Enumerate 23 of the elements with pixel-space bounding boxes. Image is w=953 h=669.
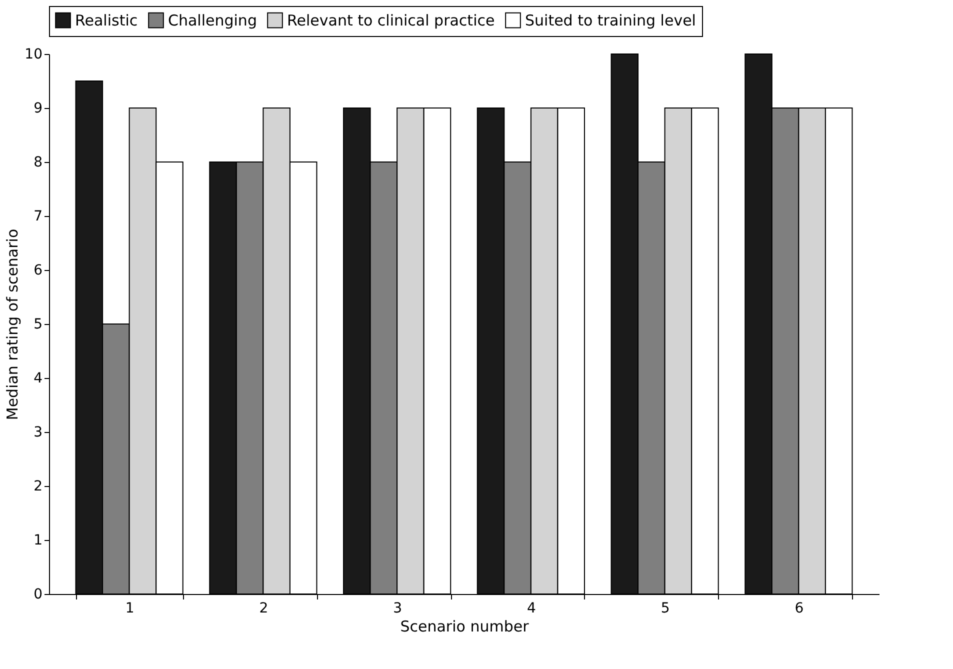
y-tick-label: 0 <box>34 586 42 602</box>
y-tick-label: 1 <box>34 532 42 548</box>
legend-label: Realistic <box>75 11 138 30</box>
y-tick-label: 5 <box>34 316 42 332</box>
y-tick-label: 4 <box>34 370 43 386</box>
y-tick-label: 3 <box>34 424 42 440</box>
legend-label: Suited to training level <box>525 11 696 30</box>
y-axis-title: Median rating of scenario <box>4 228 22 420</box>
y-tick-label: 2 <box>34 478 42 494</box>
x-tick-label: 6 <box>794 600 804 616</box>
x-tick-label: 3 <box>393 600 402 616</box>
legend-label: Challenging <box>168 11 257 30</box>
x-axis-title: Scenario number <box>400 618 530 636</box>
y-tick-label: 9 <box>34 100 42 116</box>
y-tick-label: 10 <box>24 46 42 62</box>
x-tick-label: 1 <box>125 600 134 616</box>
y-tick-label: 7 <box>34 208 42 224</box>
x-tick-label: 4 <box>526 600 536 616</box>
x-tick-label: 2 <box>259 600 268 616</box>
x-tick-label: 5 <box>660 600 670 616</box>
y-tick-label: 8 <box>34 154 42 170</box>
y-tick-label: 6 <box>34 262 43 278</box>
legend-label: Relevant to clinical practice <box>287 11 495 30</box>
